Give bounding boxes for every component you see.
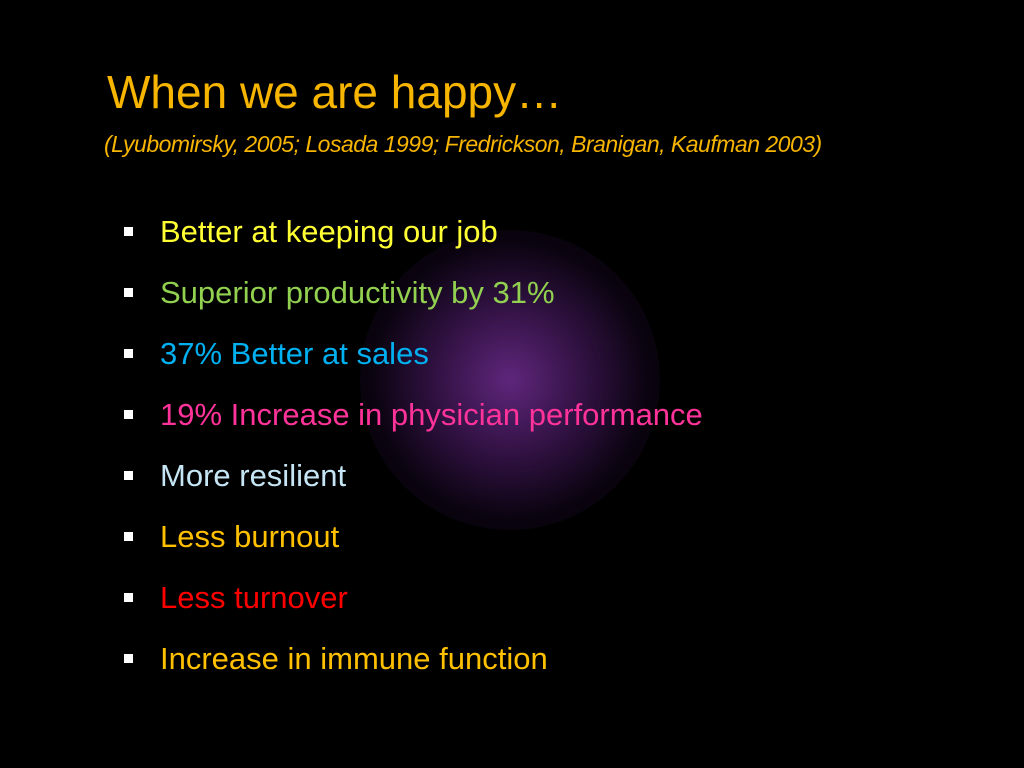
bullet-marker xyxy=(124,532,133,541)
bullet-marker xyxy=(124,349,133,358)
bullet-text: Less burnout xyxy=(160,519,340,554)
bullet-marker xyxy=(124,654,133,663)
bullet-marker xyxy=(124,471,133,480)
bullet-text: Increase in immune function xyxy=(160,641,548,676)
bullet-text: Less turnover xyxy=(160,580,348,615)
slide-title: When we are happy… xyxy=(107,66,563,118)
bullet-marker xyxy=(124,227,133,236)
bullet-marker xyxy=(124,593,133,602)
bullet-text: 37% Better at sales xyxy=(160,336,429,371)
bullet-text: 19% Increase in physician performance xyxy=(160,397,703,432)
bullet-text: Better at keeping our job xyxy=(160,214,498,249)
bullet-text: Superior productivity by 31% xyxy=(160,275,555,310)
bullet-text: More resilient xyxy=(160,458,347,493)
citation: (Lyubomirsky, 2005; Losada 1999; Fredric… xyxy=(104,131,822,157)
bullet-marker xyxy=(124,288,133,297)
bullet-marker xyxy=(124,410,133,419)
background-glow xyxy=(360,230,660,530)
